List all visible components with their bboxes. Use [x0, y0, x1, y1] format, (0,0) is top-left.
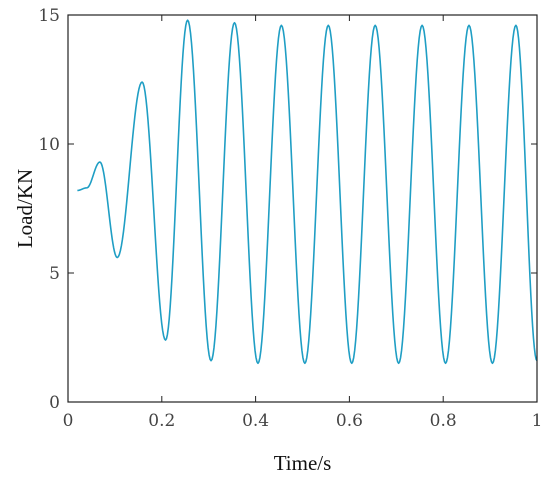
- x-axis-title: Time/s: [274, 451, 332, 475]
- y-tick-label: 5: [49, 264, 60, 284]
- x-tick-label: 0: [63, 411, 74, 431]
- x-tick-label: 0.2: [148, 411, 175, 431]
- series-line: [76, 19, 538, 365]
- plot-area: [76, 19, 538, 365]
- x-tick-label: 0.6: [336, 411, 363, 431]
- x-tick-label: 0.4: [242, 411, 269, 431]
- y-axis-title: Load/KN: [13, 169, 37, 248]
- y-tick-label: 10: [38, 135, 60, 155]
- y-tick-label: 15: [38, 6, 60, 26]
- plot-frame: [67, 14, 538, 403]
- x-tick-label: 0.8: [430, 411, 457, 431]
- x-tick-label: 1: [532, 411, 543, 431]
- y-tick-label: 0: [49, 393, 60, 413]
